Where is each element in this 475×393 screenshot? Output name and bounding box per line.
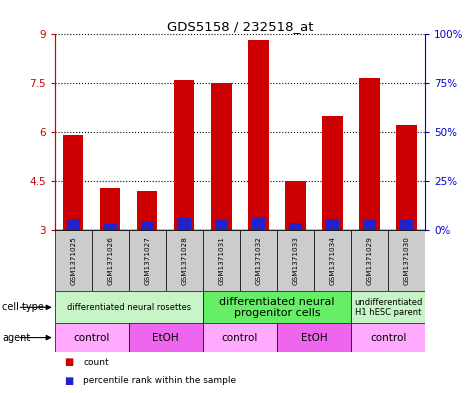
Bar [104,224,117,230]
Bar [363,220,376,230]
Text: GSM1371026: GSM1371026 [107,236,113,285]
Bar [252,218,265,230]
Text: GSM1371033: GSM1371033 [293,236,298,285]
Bar [174,80,194,230]
Text: control: control [74,332,110,343]
Bar [66,219,80,230]
Bar [400,220,413,230]
Text: differentiated neural
progenitor cells: differentiated neural progenitor cells [219,297,335,318]
Bar [55,291,203,323]
Bar [166,230,203,291]
Text: differentiated neural rosettes: differentiated neural rosettes [66,303,191,312]
Bar [285,181,305,230]
Bar [397,125,417,230]
Bar [240,230,277,291]
Bar [277,323,351,352]
Text: GSM1371031: GSM1371031 [218,236,224,285]
Bar [360,78,380,230]
Bar [129,323,203,352]
Bar [314,230,351,291]
Text: GSM1371034: GSM1371034 [330,236,335,285]
Bar [351,323,425,352]
Text: GSM1371025: GSM1371025 [70,236,76,285]
Text: agent: agent [2,332,30,343]
Bar [215,220,228,230]
Text: GSM1371029: GSM1371029 [367,236,372,285]
Text: EtOH: EtOH [152,332,179,343]
Bar [351,291,425,323]
Text: undifferentiated
H1 hESC parent: undifferentiated H1 hESC parent [354,298,422,317]
Bar [92,230,129,291]
Text: GSM1371028: GSM1371028 [181,236,187,285]
Text: GSM1371032: GSM1371032 [256,236,261,285]
Bar [203,230,240,291]
Text: percentile rank within the sample: percentile rank within the sample [83,376,236,386]
Text: EtOH: EtOH [301,332,327,343]
Text: ■: ■ [64,376,73,386]
Bar [323,116,342,230]
Bar [203,291,351,323]
Bar [63,135,83,230]
Bar [100,188,120,230]
Text: ■: ■ [64,357,73,367]
Bar [248,40,268,230]
Bar [326,219,339,230]
Text: GSM1371030: GSM1371030 [404,236,409,285]
Bar [55,230,92,291]
Bar [211,83,231,230]
Bar [351,230,388,291]
Bar [277,230,314,291]
Bar [178,218,191,230]
Text: GSM1371027: GSM1371027 [144,236,150,285]
Text: cell type: cell type [2,302,44,312]
Bar [289,223,302,230]
Bar [129,230,166,291]
Bar [141,222,154,230]
Bar [137,191,157,230]
Text: control: control [370,332,406,343]
Bar [388,230,425,291]
Bar [203,323,277,352]
Bar [55,323,129,352]
Text: control: control [222,332,258,343]
Title: GDS5158 / 232518_at: GDS5158 / 232518_at [167,20,313,33]
Text: count: count [83,358,109,367]
